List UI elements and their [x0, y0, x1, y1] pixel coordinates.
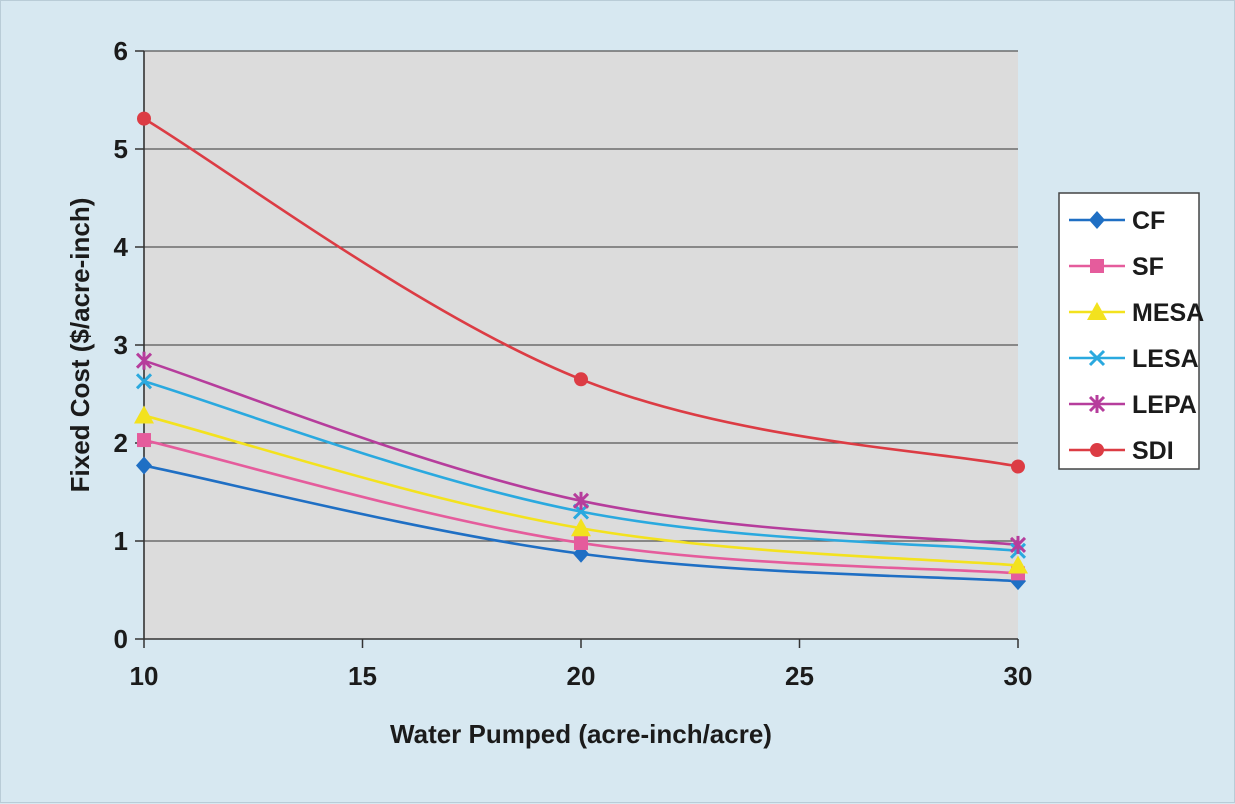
- x-tick-label: 30: [1004, 661, 1033, 691]
- legend-label: SF: [1132, 253, 1164, 281]
- data-point-sf-10: [137, 433, 151, 448]
- legend-item-sf: SF: [1069, 253, 1164, 281]
- x-tick-label: 15: [348, 661, 377, 691]
- y-tick-label: 4: [114, 232, 129, 262]
- legend-marker: [1088, 395, 1106, 413]
- legend-marker: [1090, 443, 1104, 457]
- legend-marker: [1090, 259, 1104, 273]
- legend-marker: [1089, 211, 1105, 229]
- legend-item-sdi: SDI: [1069, 437, 1174, 465]
- marker-stroke: [1088, 349, 1106, 367]
- data-point-sdi-30: [1011, 459, 1025, 474]
- data-point-sf-20: [574, 535, 588, 550]
- axes: 0 1 2 3 4 5 6 10 15 20 25 30: [114, 36, 1033, 691]
- series-markers: [134, 111, 1028, 591]
- y-tick-label: 2: [114, 428, 128, 458]
- y-tick-label: 1: [114, 526, 128, 556]
- data-point-mesa-20: [571, 518, 591, 537]
- legend-label: LESA: [1132, 345, 1199, 373]
- legend-label: LEPA: [1132, 391, 1197, 419]
- legend-box: [1058, 192, 1200, 470]
- x-axis-title: Water Pumped (acre-inch/acre): [390, 719, 772, 749]
- legend-marker: [1088, 349, 1106, 367]
- legend-item-cf: CF: [1069, 207, 1165, 235]
- data-point-mesa-30: [1008, 555, 1028, 574]
- data-point-lepa-30: [1009, 535, 1027, 554]
- data-point-lesa-10: [135, 373, 153, 390]
- gridlines: [144, 50, 1018, 542]
- y-tick-label: 5: [114, 134, 128, 164]
- data-point-lepa-20: [572, 491, 590, 510]
- legend-label: SDI: [1132, 437, 1174, 465]
- data-point-cf-10: [136, 456, 152, 475]
- legend-label: CF: [1132, 207, 1165, 235]
- legend-label: MESA: [1132, 299, 1204, 327]
- x-tick-label: 25: [785, 661, 814, 691]
- legend-item-mesa: MESA: [1069, 299, 1204, 327]
- legend-item-lepa: LEPA: [1069, 391, 1197, 419]
- legend-marker: [1087, 302, 1107, 320]
- data-point-mesa-10: [134, 405, 154, 424]
- x-tick-label: 10: [130, 661, 159, 691]
- y-axis-title: Fixed Cost ($/acre-inch): [65, 198, 95, 493]
- y-tick-label: 0: [114, 624, 128, 654]
- legend-item-lesa: LESA: [1069, 345, 1199, 373]
- data-point-sdi-20: [574, 372, 588, 387]
- legend: CF SF MESA LESA LEPA SDI: [1058, 192, 1204, 470]
- data-point-lepa-10: [135, 351, 153, 370]
- x-tick-label: 20: [567, 661, 596, 691]
- y-tick-label: 6: [114, 36, 128, 66]
- y-tick-label: 3: [114, 330, 128, 360]
- data-point-sdi-10: [137, 111, 151, 126]
- marker-stroke: [135, 373, 153, 390]
